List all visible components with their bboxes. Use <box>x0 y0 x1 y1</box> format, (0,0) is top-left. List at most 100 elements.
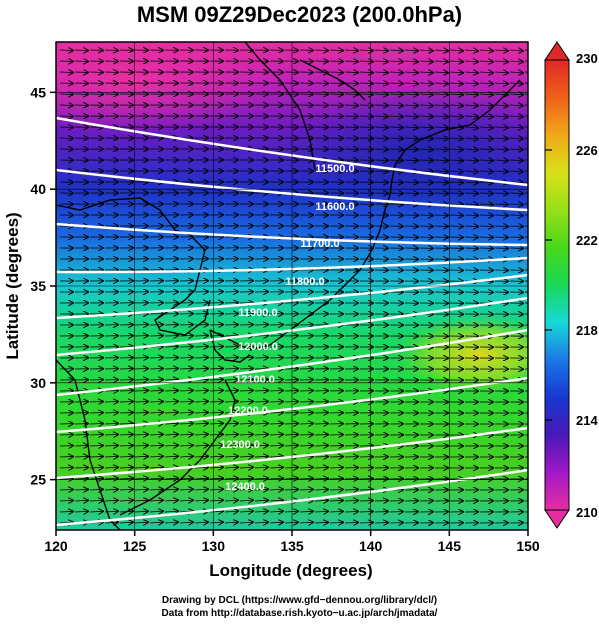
wind-arrow <box>524 71 528 73</box>
wind-arrow <box>344 511 358 512</box>
wind-arrow <box>344 61 358 62</box>
grid-lines <box>56 42 528 530</box>
wind-arrow <box>224 445 238 446</box>
wind-arrow <box>449 204 463 205</box>
wind-arrow <box>209 511 223 512</box>
wind-arrow <box>329 50 343 51</box>
contour-label: 12400.0 <box>225 481 265 493</box>
wind-arrow <box>254 489 268 490</box>
wind-arrow <box>89 500 103 501</box>
wind-arrow <box>464 116 478 117</box>
wind-arrow <box>389 105 403 106</box>
wind-arrow <box>254 522 268 523</box>
wind-arrow <box>419 138 433 139</box>
wind-arrow <box>449 105 463 106</box>
wind-arrow <box>419 171 433 172</box>
plot-area: 11500.0 11600.0 11700.0 11800.0 11900.0 12000… <box>3 41 540 580</box>
y-tick-label: 35 <box>30 278 46 294</box>
colorbar-tick-label: 230 <box>576 51 598 66</box>
wind-arrow <box>149 456 163 457</box>
wind-arrow <box>494 72 508 73</box>
wind-arrow <box>494 138 508 139</box>
wind-arrow <box>509 138 523 139</box>
coastlines <box>56 42 521 530</box>
wind-arrow <box>224 401 238 402</box>
wind-arrow <box>149 390 163 391</box>
wind-arrow <box>524 82 528 84</box>
y-tick-label: 40 <box>30 181 46 197</box>
colorbar-gradient <box>544 59 570 511</box>
contour-label: 11900.0 <box>238 307 277 319</box>
x-tick-label: 125 <box>123 538 147 554</box>
colorbar-tick-label: 210 <box>576 505 598 520</box>
colorbar-bottom-triangle <box>544 509 570 529</box>
wind-arrow <box>374 83 388 84</box>
wind-arrow <box>434 50 448 51</box>
wind-arrow <box>434 127 448 128</box>
wind-arrow <box>209 357 223 358</box>
wind-arrow <box>239 456 253 457</box>
wind-arrow <box>524 181 528 183</box>
credit-line-drawing: Drawing by DCL (https://www.gfd−dennou.o… <box>161 595 438 606</box>
wind-arrow <box>524 49 528 51</box>
wind-arrow <box>104 467 118 468</box>
wind-arrow <box>179 456 193 457</box>
wind-arrow <box>389 116 403 117</box>
wind-arrow <box>464 127 478 128</box>
wind-arrow <box>524 60 528 62</box>
wind-arrow <box>149 500 163 501</box>
wind-arrow <box>434 83 448 84</box>
wind-arrow <box>254 445 268 446</box>
map-title: MSM 09Z29Dec2023 (200.0hPa) <box>136 2 463 27</box>
wind-arrow <box>179 522 193 523</box>
y-tick-label: 30 <box>30 375 46 391</box>
wind-arrow <box>224 390 238 391</box>
wind-arrow <box>509 50 523 51</box>
contour-label: 11600.0 <box>315 201 354 213</box>
wind-arrow <box>254 478 268 479</box>
contour-label: 11700.0 <box>300 238 339 250</box>
wind-arrow <box>434 94 448 95</box>
wind-arrow <box>194 522 208 523</box>
wind-arrow <box>134 390 148 391</box>
wind-arrow <box>299 489 313 490</box>
wind-arrow <box>74 511 88 512</box>
wind-arrow <box>239 401 253 402</box>
wind-arrow <box>269 456 283 457</box>
wind-arrow <box>209 467 223 468</box>
wind-arrow <box>464 215 478 216</box>
wind-arrow <box>389 83 403 84</box>
wind-arrow <box>494 171 508 172</box>
wind-arrow <box>524 159 528 161</box>
credit-line-data: Data from http://database.rish.kyoto−u.a… <box>161 608 438 619</box>
wind-arrow <box>179 401 193 402</box>
wind-arrow <box>269 401 283 402</box>
wind-arrow <box>434 149 448 150</box>
wind-arrow <box>419 193 433 194</box>
wind-arrow <box>224 500 238 501</box>
wind-arrow <box>269 478 283 479</box>
wind-arrow <box>449 61 463 62</box>
wind-arrow <box>284 511 298 512</box>
wind-arrow <box>419 182 433 183</box>
wind-arrow <box>524 115 528 117</box>
wind-arrow <box>374 50 388 51</box>
wind-arrow <box>479 105 493 106</box>
wind-arrow <box>194 434 208 435</box>
wind-arrow <box>329 522 343 523</box>
wind-arrow <box>134 500 148 501</box>
wind-arrow <box>524 126 528 128</box>
wind-arrow <box>224 357 238 358</box>
contour-label: 12200.0 <box>228 405 268 417</box>
wind-arrow <box>374 72 388 73</box>
wind-arrow <box>104 489 118 490</box>
wind-arrow <box>194 489 208 490</box>
wind-arrow <box>479 182 493 183</box>
wind-arrow <box>179 500 193 501</box>
wind-arrow <box>404 127 418 128</box>
wind-arrow <box>209 379 223 380</box>
wind-arrow <box>479 171 493 172</box>
wind-arrow <box>194 467 208 468</box>
wind-arrow <box>509 61 523 62</box>
wind-arrow <box>149 412 163 413</box>
